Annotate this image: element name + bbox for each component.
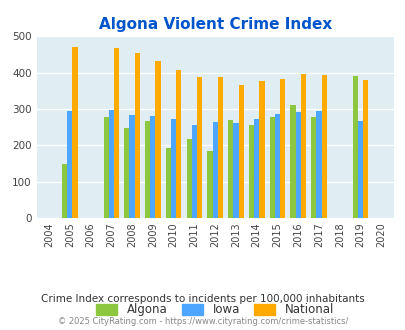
Text: © 2025 CityRating.com - https://www.cityrating.com/crime-statistics/: © 2025 CityRating.com - https://www.city…: [58, 317, 347, 326]
Bar: [114, 48, 119, 218]
Bar: [321, 75, 326, 218]
Bar: [171, 119, 176, 218]
Bar: [300, 74, 305, 218]
Title: Algona Violent Crime Index: Algona Violent Crime Index: [98, 17, 331, 32]
Bar: [269, 117, 274, 218]
Bar: [176, 70, 181, 218]
Bar: [290, 105, 295, 218]
Bar: [217, 77, 222, 218]
Bar: [357, 121, 362, 218]
Bar: [311, 117, 315, 218]
Bar: [103, 117, 109, 218]
Bar: [248, 125, 254, 218]
Bar: [228, 120, 233, 218]
Bar: [238, 85, 243, 218]
Bar: [191, 125, 196, 218]
Bar: [274, 114, 279, 218]
Bar: [186, 139, 191, 218]
Bar: [196, 77, 202, 218]
Text: Crime Index corresponds to incidents per 100,000 inhabitants: Crime Index corresponds to incidents per…: [41, 294, 364, 304]
Bar: [315, 112, 321, 218]
Legend: Algona, Iowa, National: Algona, Iowa, National: [92, 300, 337, 320]
Bar: [134, 52, 140, 218]
Bar: [165, 148, 171, 218]
Bar: [145, 120, 150, 218]
Bar: [72, 47, 77, 218]
Bar: [259, 81, 264, 218]
Bar: [67, 111, 72, 218]
Bar: [279, 79, 285, 218]
Bar: [150, 116, 155, 218]
Bar: [295, 112, 300, 218]
Bar: [362, 80, 367, 218]
Bar: [352, 76, 357, 218]
Bar: [124, 128, 129, 218]
Bar: [212, 122, 217, 218]
Bar: [109, 110, 114, 218]
Bar: [129, 115, 134, 218]
Bar: [207, 151, 212, 218]
Bar: [254, 119, 259, 218]
Bar: [155, 61, 160, 218]
Bar: [233, 123, 238, 218]
Bar: [62, 164, 67, 218]
